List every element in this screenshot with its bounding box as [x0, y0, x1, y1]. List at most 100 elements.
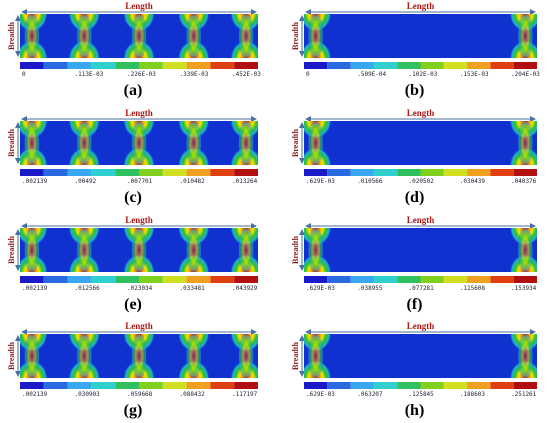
- colorbar-segment: [373, 62, 398, 69]
- colorbar-segment: [115, 382, 139, 389]
- panel-caption: (h): [405, 402, 425, 419]
- colorbar-segment: [443, 62, 468, 69]
- neck: [23, 121, 40, 165]
- colorbar-segment: [234, 62, 258, 69]
- neck: [238, 334, 255, 378]
- scale-label: .117197: [232, 391, 258, 398]
- panel: Length Breadth .629E-03 .010566 .020502 .0304…: [291, 108, 537, 206]
- length-label: Length: [407, 321, 435, 331]
- hotspots: [20, 228, 258, 272]
- panel-caption: (b): [405, 82, 425, 99]
- scale-label: .033481: [180, 285, 206, 292]
- scale-label: .030439: [460, 178, 486, 185]
- colorbar-segment: [467, 62, 491, 69]
- scale-label: .002139: [22, 391, 48, 398]
- colorbar-segment: [20, 382, 44, 389]
- contour-plot: [304, 121, 537, 165]
- neck: [76, 334, 93, 378]
- panel: Length Breadth .629E-03 .063207 .125845 .1886…: [291, 321, 537, 419]
- scale-label: .002139: [22, 285, 48, 292]
- neck: [517, 14, 534, 58]
- hotspots: [20, 14, 258, 58]
- neck: [23, 14, 40, 58]
- colorbar-segment: [327, 276, 351, 283]
- colorbar-segment: [420, 62, 444, 69]
- colorbar-segment: [490, 169, 514, 176]
- colorbar-segment: [139, 169, 163, 176]
- colorbar-segment: [350, 169, 374, 176]
- scale-label: .204E-03: [511, 71, 540, 78]
- colorbar-segment: [139, 62, 163, 69]
- scale-label: .030903: [75, 391, 101, 398]
- neck: [517, 121, 534, 165]
- hotspots: [304, 228, 537, 272]
- colorbar-segment: [490, 276, 514, 283]
- contour-plot: [304, 334, 537, 378]
- colorbar-segment: [67, 169, 92, 176]
- colorbar-segment: [490, 382, 514, 389]
- colorbar-segment: [186, 169, 211, 176]
- colorbar-segment: [513, 169, 537, 176]
- neck: [76, 121, 93, 165]
- colorbar-segment: [162, 276, 187, 283]
- colorbar-segment: [327, 62, 351, 69]
- length-label: Length: [125, 321, 153, 331]
- hotspots: [304, 14, 537, 58]
- scale-label: .00492: [75, 178, 97, 185]
- length-label: Length: [125, 108, 153, 118]
- length-label: Length: [407, 1, 435, 11]
- colorbar-segment: [210, 62, 235, 69]
- scale-label: .043929: [232, 285, 258, 292]
- neck: [131, 14, 147, 58]
- panel-caption: (e): [124, 296, 142, 313]
- colorbar-segment: [115, 62, 139, 69]
- scale-label: .251261: [511, 391, 537, 398]
- scale-label: .063207: [357, 391, 383, 398]
- length-label: Length: [407, 215, 435, 225]
- scale-label: .013264: [232, 178, 258, 185]
- scale-label: .023034: [127, 285, 153, 292]
- colorbar-segment: [397, 382, 421, 389]
- panel: Length Breadth .002139 .00492 .007701 .010482…: [7, 108, 258, 206]
- panel: Length Breadth .002139 .030903 .059668 .08843…: [7, 321, 258, 419]
- scale-label: .102E-03: [409, 71, 438, 78]
- panel-caption: (c): [124, 189, 142, 206]
- colorbar-segment: [397, 276, 421, 283]
- colorbar-segment: [397, 62, 421, 69]
- breadth-label: Breadth: [291, 22, 300, 50]
- hotspots: [20, 334, 258, 378]
- panel-caption: (g): [124, 402, 143, 419]
- breadth-label: Breadth: [291, 129, 300, 157]
- colorbar-segment: [443, 382, 468, 389]
- panel-caption: (d): [405, 189, 425, 206]
- scale-label: .452E-03: [232, 71, 261, 78]
- scale-label: .020502: [409, 178, 435, 185]
- hotspots: [20, 121, 258, 165]
- neck: [517, 334, 534, 378]
- colorbar-segment: [162, 382, 187, 389]
- neck: [185, 228, 202, 272]
- colorbar-segment: [304, 382, 328, 389]
- colorbar-segment: [43, 382, 68, 389]
- scale-label: .226E-03: [127, 71, 156, 78]
- neck: [185, 14, 202, 58]
- colorbar-segment: [467, 382, 491, 389]
- colorbar-segment: [467, 276, 491, 283]
- scale-label: 0: [306, 71, 310, 78]
- colorbar-segment: [210, 276, 235, 283]
- colorbar-segment: [234, 276, 258, 283]
- colorbar-segment: [210, 169, 235, 176]
- panel: Length Breadth .629E-03 .038955 .077281 .1156…: [291, 215, 537, 313]
- scale-label: .088432: [180, 391, 206, 398]
- colorbar-segment: [67, 276, 92, 283]
- length-label: Length: [125, 1, 153, 11]
- scale-label: .012566: [75, 285, 101, 292]
- scale-label: .010482: [180, 178, 206, 185]
- colorbar-segment: [162, 62, 187, 69]
- panel: Length Breadth 0 .113E-03 .226E-03 .339E-03 .4…: [7, 1, 261, 99]
- colorbar-segment: [234, 382, 258, 389]
- colorbar-segment: [304, 62, 328, 69]
- colorbar-segment: [91, 169, 116, 176]
- scale-label: .113E-03: [75, 71, 104, 78]
